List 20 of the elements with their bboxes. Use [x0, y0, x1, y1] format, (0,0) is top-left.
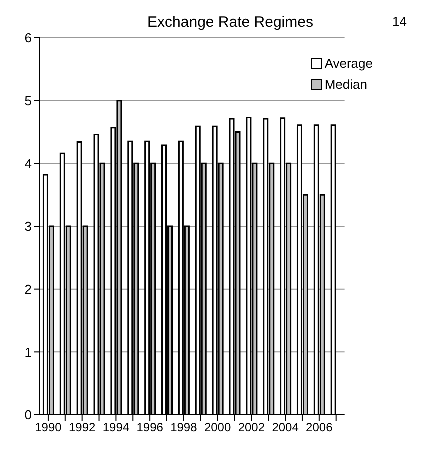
y-tick-label: 5	[24, 93, 32, 108]
x-tick-label: 2002	[238, 420, 266, 435]
legend-label: Median	[324, 77, 368, 92]
x-tick-label: 1998	[170, 420, 198, 435]
x-tick-label: 2004	[272, 420, 300, 435]
y-tick-label: 2	[24, 282, 32, 297]
x-tick-label: 1994	[102, 420, 130, 435]
y-tick-label: 0	[24, 408, 32, 423]
note: 14	[392, 14, 407, 29]
y-tick-label: 4	[24, 156, 32, 172]
x-tick-label: 2006	[306, 420, 334, 435]
chart-title: Exchange Rate Regimes	[148, 14, 314, 31]
x-tick-label: 1996	[136, 420, 164, 435]
x-tick-label: 1990	[35, 420, 62, 435]
x-tick-label: 1992	[68, 420, 96, 435]
legend-label: Average	[324, 56, 373, 71]
x-tick-label: 2000	[204, 420, 232, 435]
y-tick-label: 3	[24, 219, 32, 234]
y-tick-label: 1	[24, 344, 32, 360]
y-tick-label: 6	[24, 30, 32, 46]
